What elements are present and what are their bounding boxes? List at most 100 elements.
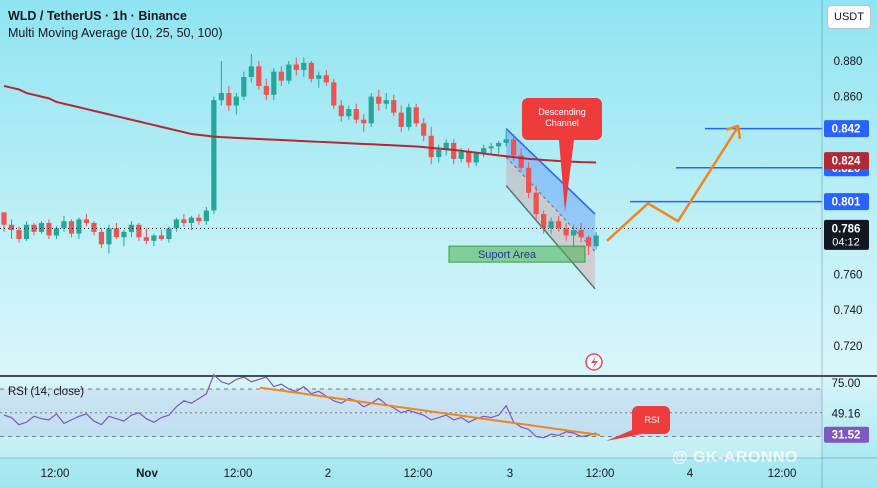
indicator-title[interactable]: Multi Moving Average (10, 25, 50, 100) bbox=[8, 26, 223, 40]
candle bbox=[376, 89, 382, 111]
channel-lower-line bbox=[505, 185, 596, 290]
candle-body bbox=[248, 66, 254, 78]
candle bbox=[436, 144, 442, 163]
candle-body bbox=[61, 221, 67, 229]
candle-body bbox=[541, 214, 547, 229]
candle bbox=[383, 93, 389, 110]
time-tick-label: 3 bbox=[507, 468, 513, 480]
candle-body bbox=[338, 105, 344, 117]
rsi-callout: RSI bbox=[606, 406, 670, 441]
candle bbox=[76, 217, 82, 239]
candle bbox=[121, 230, 127, 247]
candle bbox=[106, 224, 112, 254]
rsi-line bbox=[3, 373, 597, 439]
candle-body bbox=[91, 222, 97, 232]
callout-text-line: Descending bbox=[538, 107, 586, 117]
candle-body bbox=[203, 210, 209, 222]
candle-body bbox=[421, 123, 427, 136]
level-price-tag-bg bbox=[824, 120, 869, 138]
rsi-panel bbox=[0, 376, 822, 458]
candle bbox=[593, 231, 599, 250]
projection-path bbox=[606, 126, 740, 242]
candle bbox=[241, 71, 247, 101]
candle bbox=[428, 126, 434, 165]
candle bbox=[323, 69, 329, 86]
rsi-value-tag: 31.52 bbox=[824, 426, 869, 443]
candle-body bbox=[166, 228, 172, 239]
candle-body bbox=[301, 62, 307, 70]
lightning-icon-glyph bbox=[591, 356, 598, 369]
candle-body bbox=[518, 155, 524, 168]
candle bbox=[181, 214, 187, 227]
candle bbox=[316, 71, 322, 88]
candle-body bbox=[46, 222, 52, 236]
candle bbox=[83, 214, 90, 227]
candle bbox=[586, 235, 592, 256]
rsi-callout-bubble bbox=[606, 406, 670, 441]
current-price-tag-countdown: 04:12 bbox=[832, 236, 860, 248]
candle-body bbox=[428, 135, 434, 158]
candle bbox=[413, 103, 419, 127]
candle bbox=[503, 130, 509, 147]
candle bbox=[128, 221, 135, 238]
time-tick-label: 12:00 bbox=[404, 468, 433, 480]
candle bbox=[293, 57, 299, 76]
candle-body bbox=[211, 100, 217, 211]
candle bbox=[211, 96, 217, 215]
callout-bubble bbox=[522, 98, 602, 212]
currency-button[interactable]: USDT bbox=[827, 5, 871, 29]
candle bbox=[346, 105, 352, 120]
support-area-label: Suport Area bbox=[478, 249, 537, 261]
level-price-tag: 0.842 bbox=[824, 120, 869, 138]
candle-body bbox=[466, 151, 472, 163]
moving-average-line bbox=[3, 84, 597, 164]
candle-body bbox=[31, 224, 37, 232]
candle bbox=[263, 78, 269, 101]
level-price-tag-text: 0.842 bbox=[832, 124, 861, 136]
candle-body bbox=[188, 217, 194, 223]
symbol-title[interactable]: WLD / TetherUS · 1h · Binance bbox=[8, 9, 187, 23]
candle-body bbox=[121, 231, 127, 238]
price-tick-label: 0.880 bbox=[834, 56, 863, 68]
candle-body bbox=[436, 150, 442, 158]
rsi-title[interactable]: RSI (14, close) bbox=[8, 386, 85, 398]
candle bbox=[308, 61, 314, 83]
time-tick-label: 4 bbox=[687, 468, 694, 480]
candle-body bbox=[331, 82, 337, 106]
candle bbox=[61, 215, 67, 232]
candle-body bbox=[218, 93, 224, 101]
candle-body bbox=[346, 109, 352, 117]
level-price-tag-bg bbox=[824, 193, 869, 211]
candle-body bbox=[68, 221, 75, 234]
candle-body bbox=[511, 139, 517, 156]
candles-group bbox=[1, 53, 599, 256]
callout-text-line: Channel bbox=[545, 118, 579, 128]
candle-body bbox=[473, 153, 479, 163]
candle-body bbox=[406, 107, 412, 127]
candle-body bbox=[578, 230, 584, 238]
candle bbox=[496, 141, 502, 154]
candle-body bbox=[383, 100, 389, 104]
candle bbox=[338, 100, 344, 122]
current-price-tag-text: 0.824 bbox=[832, 156, 861, 168]
candle-body bbox=[586, 237, 592, 247]
candle-body bbox=[196, 217, 202, 222]
candle-body bbox=[128, 224, 135, 232]
price-tick-label: 0.720 bbox=[834, 341, 863, 353]
candle-body bbox=[391, 100, 397, 113]
candle bbox=[488, 142, 494, 156]
candle-body bbox=[106, 228, 112, 245]
candle-body bbox=[593, 235, 599, 247]
candle bbox=[196, 214, 202, 225]
candle bbox=[113, 222, 120, 239]
candle-body bbox=[368, 96, 374, 124]
candle-body bbox=[8, 224, 15, 231]
candle bbox=[533, 185, 539, 222]
candle bbox=[23, 221, 30, 241]
candle bbox=[578, 222, 584, 243]
candle bbox=[91, 221, 97, 236]
candle-body bbox=[488, 146, 494, 149]
time-tick-label: 2 bbox=[325, 468, 331, 480]
